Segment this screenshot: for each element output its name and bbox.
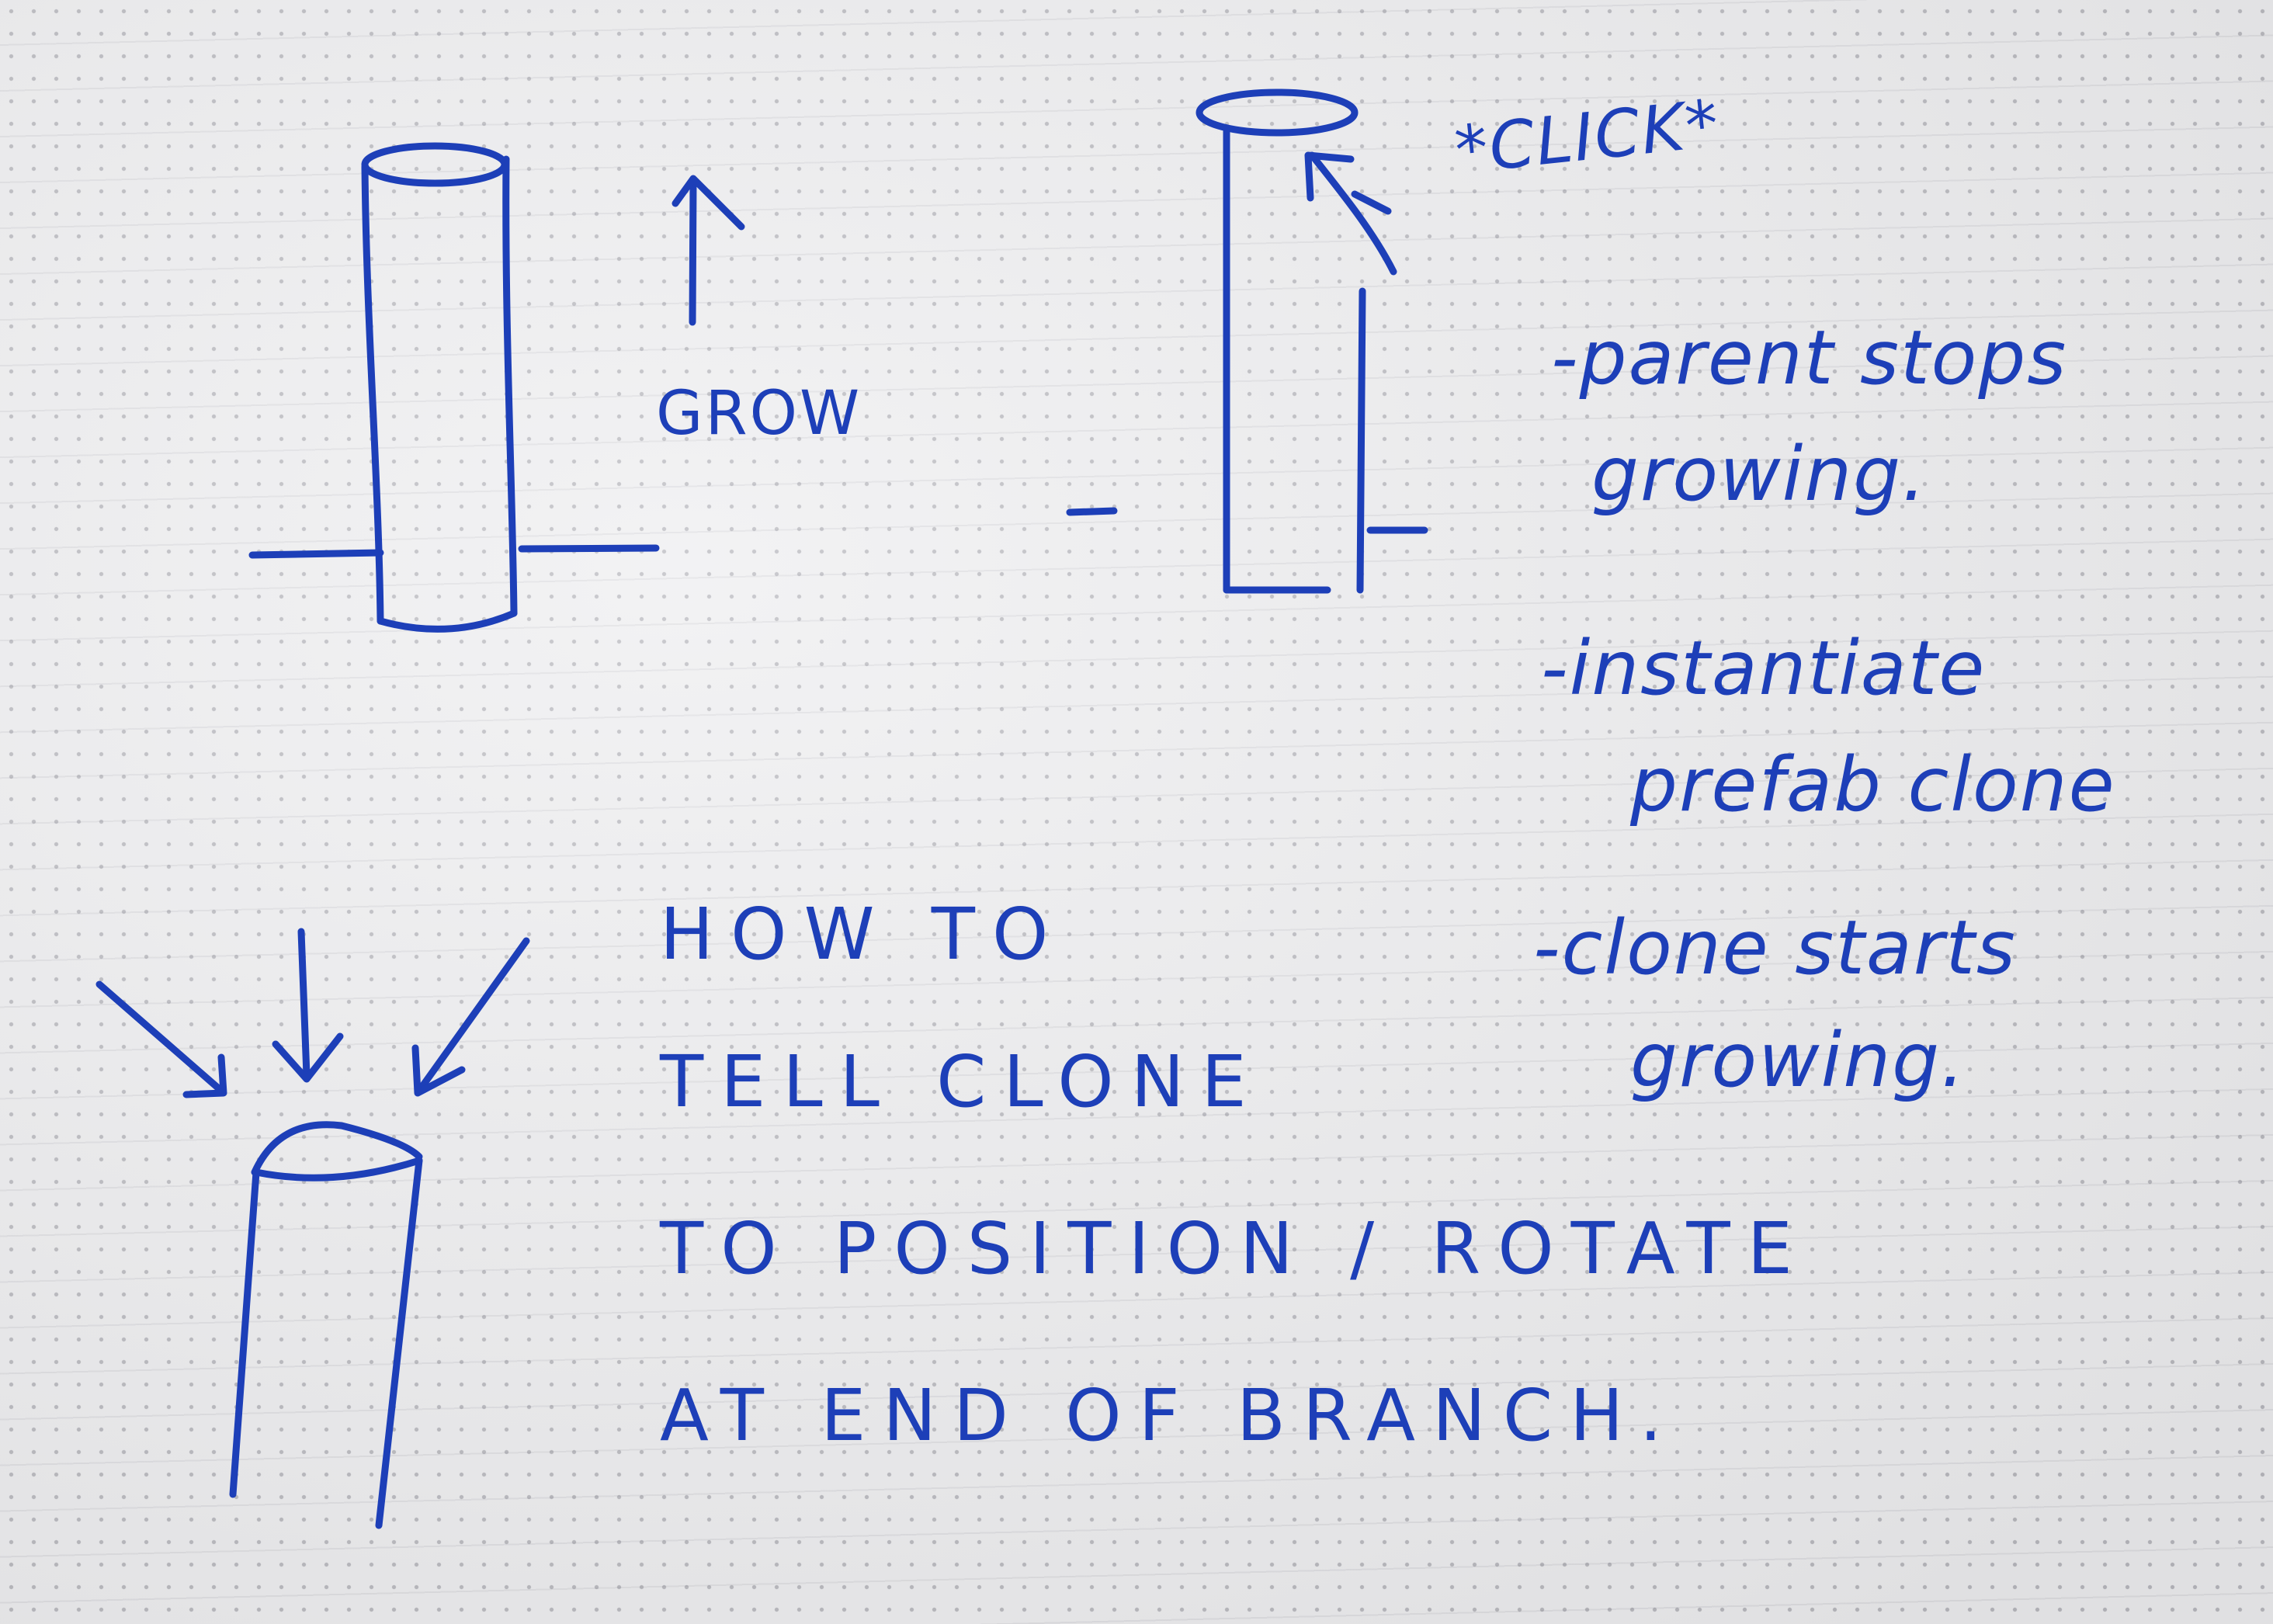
click-arrow-icon: [1304, 151, 1397, 276]
question-line-3: TO POSITION / ROTATE: [660, 1207, 1810, 1290]
question-line-4: AT END OF BRANCH.: [660, 1374, 1679, 1457]
question-line-2: TELL CLONE: [660, 1040, 1264, 1123]
cylinder-sketch-growing: [248, 142, 660, 633]
note-line-2: growing.: [1591, 431, 1928, 518]
question-line-1: HOW TO: [660, 893, 1066, 976]
grow-label: GROW: [656, 379, 862, 449]
note-line-6: growing.: [1630, 1017, 1966, 1104]
note-line-1: -parent stops: [1551, 314, 2068, 401]
cylinder-sketch-clicked: [1066, 88, 1428, 594]
grow-arrow-icon: [671, 175, 745, 326]
note-line-5: -clone starts: [1533, 904, 2017, 991]
note-line-4: prefab clone: [1630, 741, 2116, 828]
cylinder-sketch-clone: [229, 1121, 423, 1529]
note-line-3: -instantiate: [1541, 625, 1987, 712]
position-arrows-icon: [95, 928, 530, 1098]
